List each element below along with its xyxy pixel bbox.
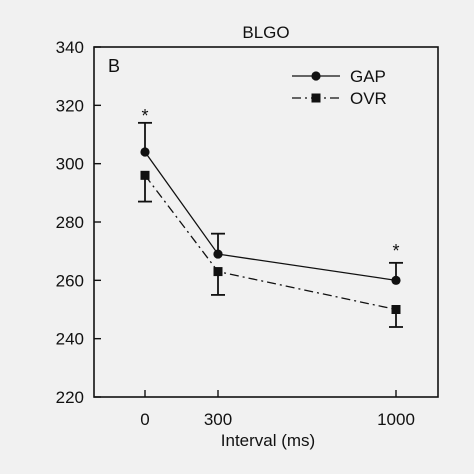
significance-marker: *	[141, 106, 148, 126]
y-tick-label: 260	[56, 271, 84, 290]
legend-label: OVR	[350, 89, 387, 108]
chart-title: BLGO	[242, 23, 289, 42]
data-point	[213, 249, 223, 259]
data-point	[213, 267, 223, 277]
data-point	[140, 147, 150, 157]
series-line	[144, 151, 397, 281]
x-axis-label: Interval (ms)	[221, 431, 315, 450]
legend-entry-gap: GAP	[292, 67, 386, 86]
legend-marker	[311, 93, 321, 103]
legend-marker	[311, 71, 321, 81]
y-tick-label: 220	[56, 388, 84, 407]
series-ovr	[138, 170, 403, 328]
panel-label: B	[108, 56, 120, 76]
axes: 220 240 260 280 300 320 340 0 300 1000	[56, 38, 439, 429]
series-layer: **	[138, 106, 403, 328]
y-tick-label: 280	[56, 213, 84, 232]
legend-label: GAP	[350, 67, 386, 86]
series-gap	[138, 121, 403, 285]
y-tick-label: 340	[56, 38, 84, 57]
y-tick-label: 300	[56, 155, 84, 174]
y-tick-label: 320	[56, 96, 84, 115]
significance-marker: *	[392, 241, 399, 261]
data-point	[140, 170, 150, 180]
legend-entry-ovr: OVR	[292, 89, 387, 108]
x-tick-label: 0	[140, 410, 149, 429]
data-point	[391, 275, 401, 285]
y-tick-label: 240	[56, 330, 84, 349]
series-line	[144, 174, 397, 311]
x-tick-label: 1000	[377, 410, 415, 429]
legend: GAP OVR	[292, 67, 387, 108]
x-tick-label: 300	[204, 410, 232, 429]
data-point	[391, 305, 401, 314]
